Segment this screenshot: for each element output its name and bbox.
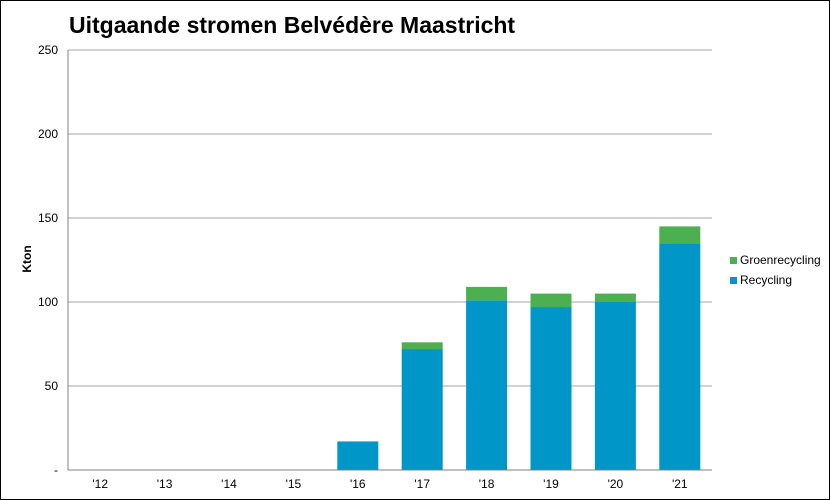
y-tick-label: - [54, 463, 58, 477]
x-tick-label: '20 [608, 477, 624, 491]
axes [67, 50, 712, 471]
bar-groenrecycling [401, 342, 443, 350]
x-tick-label: '13 [157, 477, 173, 491]
x-tick-label: '15 [286, 477, 302, 491]
y-axis-label: Kton [20, 245, 34, 272]
legend-item-recycling: Recycling [730, 270, 821, 290]
legend-swatch [730, 256, 737, 264]
y-tick-label: 200 [38, 127, 58, 141]
legend-item-groenrecycling: Groenrecycling [730, 250, 821, 270]
x-tick-label: '18 [479, 477, 495, 491]
bar-recycling [659, 243, 701, 470]
tick-labels: - 50 100 150 200 250 '12 '13 '14 '15 '16 '17 '18 '19 '… [38, 43, 688, 491]
bar-recycling [530, 307, 572, 470]
bar-recycling [466, 300, 508, 470]
x-tick-label: '21 [672, 477, 688, 491]
x-tick-label: '17 [414, 477, 430, 491]
y-tick-label: 50 [45, 379, 59, 393]
x-tick-label: '16 [350, 477, 366, 491]
x-tick-label: '19 [543, 477, 559, 491]
bar-recycling [594, 302, 636, 470]
y-tick-label: 150 [38, 211, 58, 225]
y-tick-label: 100 [38, 295, 58, 309]
x-tick-label: '14 [221, 477, 237, 491]
x-tick-label: '12 [92, 477, 108, 491]
legend-swatch [730, 276, 737, 284]
bars [337, 226, 701, 470]
y-tick-label: 250 [38, 43, 58, 57]
bar-recycling [401, 349, 443, 470]
bar-groenrecycling [659, 226, 701, 244]
legend: Groenrecycling Recycling [730, 250, 821, 290]
chart-title: Uitgaande stromen Belvédère Maastricht [69, 12, 516, 38]
bar-groenrecycling [530, 293, 572, 308]
bar-groenrecycling [594, 293, 636, 302]
legend-label: Groenrecycling [740, 253, 821, 267]
bar-recycling [337, 441, 379, 470]
legend-label: Recycling [740, 273, 793, 287]
bar-groenrecycling [466, 286, 508, 301]
